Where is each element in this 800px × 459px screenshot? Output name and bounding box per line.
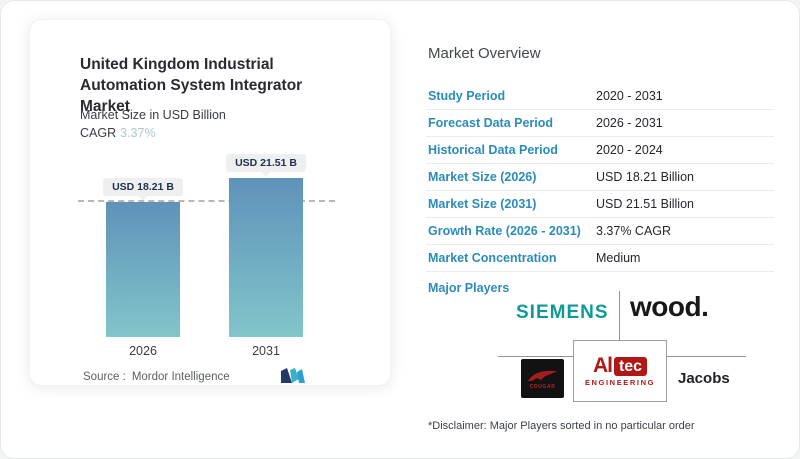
x-axis-tick-2026: 2026: [129, 344, 157, 358]
siemens-logo: SIEMENS: [516, 302, 609, 323]
altec-al-text: Al: [592, 354, 613, 377]
row-value: USD 18.21 Billion: [596, 170, 694, 184]
row-label: Growth Rate (2026 - 2031): [428, 224, 581, 238]
row-label: Market Concentration: [428, 251, 557, 265]
table-row-market-concentration: Market Concentration Medium: [426, 245, 774, 272]
market-overview-panel: Market Overview Study Period 2020 - 2031…: [426, 1, 776, 458]
overview-table: Study Period 2020 - 2031 Forecast Data P…: [426, 83, 774, 272]
bar-value-label-2031: USD 21.51 B: [226, 154, 306, 172]
row-label: Study Period: [428, 89, 506, 103]
row-value: 2026 - 2031: [596, 116, 663, 130]
row-label: Market Size (2031): [428, 197, 537, 211]
table-row-growth-rate: Growth Rate (2026 - 2031) 3.37% CAGR: [426, 218, 774, 245]
major-players-label: Major Players: [428, 281, 510, 295]
dashed-baseline: [78, 200, 335, 202]
table-row-market-size-2026: Market Size (2026) USD 18.21 Billion: [426, 164, 774, 191]
logo-grid-vertical-divider: [619, 291, 620, 341]
bar-2026: [106, 202, 180, 337]
row-label: Market Size (2026): [428, 170, 537, 184]
altec-engineering-logo: Al tec ENGINEERING: [573, 340, 667, 402]
altec-logo-wordmark: Al tec: [592, 354, 648, 377]
table-row-forecast-period: Forecast Data Period 2026 - 2031: [426, 110, 774, 137]
chart-subtitle: Market Size in USD Billion: [80, 108, 226, 122]
cougar-logo: COUGAR: [521, 359, 564, 398]
row-value: 2020 - 2031: [596, 89, 663, 103]
cagr-label: CAGR: [80, 126, 117, 140]
row-value: 3.37% CAGR: [596, 224, 672, 238]
source-attribution: Source : Mordor Intelligence: [83, 371, 230, 383]
mordor-intelligence-logo-icon: [281, 368, 305, 383]
wood-logo: wood.: [630, 291, 709, 322]
source-value: Mordor Intelligence: [131, 371, 230, 383]
bar-2031: [229, 178, 303, 337]
source-label: Source :: [83, 371, 126, 383]
cagr-value: 3.37%: [120, 126, 156, 140]
table-row-market-size-2031: Market Size (2031) USD 21.51 Billion: [426, 191, 774, 218]
x-axis-tick-2031: 2031: [252, 344, 280, 358]
row-label: Forecast Data Period: [428, 116, 554, 130]
row-label: Historical Data Period: [428, 143, 558, 157]
bar-chart-plot: USD 18.21 B USD 21.51 B 2026 2031: [30, 20, 390, 385]
row-value: Medium: [596, 251, 641, 265]
major-players-logos: SIEMENS wood. COUGAR Al tec ENGINEERING …: [498, 289, 748, 407]
bar-value-label-2026: USD 18.21 B: [103, 178, 183, 196]
altec-tec-text: tec: [613, 357, 648, 376]
cougar-logo-text: COUGAR: [529, 384, 556, 390]
overview-heading: Market Overview: [428, 45, 541, 62]
chart-title: United Kingdom Industrial Automation Sys…: [80, 56, 303, 116]
row-value: 2020 - 2024: [596, 143, 663, 157]
row-value: USD 21.51 Billion: [596, 197, 694, 211]
jacobs-logo: Jacobs: [678, 370, 730, 387]
chart-card: United Kingdom Industrial Automation Sys…: [29, 19, 391, 386]
disclaimer-text: *Disclaimer: Major Players sorted in no …: [428, 420, 695, 432]
chart-cagr: CAGR 3.37%: [80, 126, 156, 140]
table-row-study-period: Study Period 2020 - 2031: [426, 83, 774, 110]
table-row-historical-period: Historical Data Period 2020 - 2024: [426, 137, 774, 164]
cougar-cat-icon: [527, 370, 557, 381]
altec-engineering-text: ENGINEERING: [584, 378, 656, 387]
